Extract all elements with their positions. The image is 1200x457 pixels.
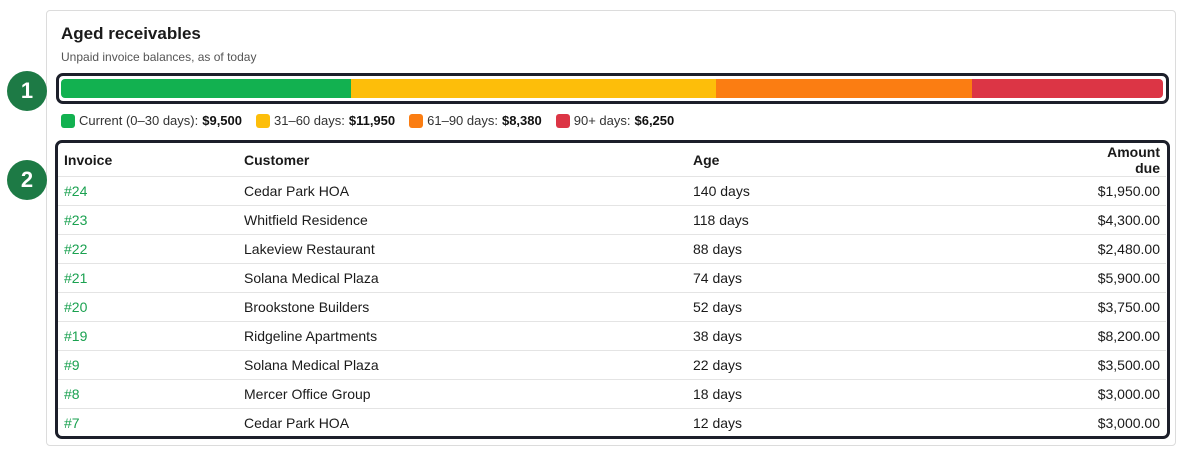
cell: Solana Medical Plaza: [238, 263, 687, 293]
annotation-badge: 1: [7, 71, 47, 111]
invoice-link[interactable]: #20: [64, 299, 88, 315]
legend: Current (0–30 days): $9,500 31–60 days: $11…: [61, 113, 688, 128]
annotation-badge: 2: [7, 160, 47, 200]
table-row: #20 Brookstone Builders 52 days $3,750.00: [58, 292, 1166, 322]
cell: #21: [58, 263, 238, 293]
invoice-link[interactable]: #23: [64, 212, 88, 228]
column-header: Age: [693, 152, 720, 168]
title: Aged receivables: [61, 24, 201, 43]
bar-segment: [61, 79, 352, 98]
cell: 38 days: [687, 321, 1079, 351]
cell: Whitfield Residence: [238, 205, 687, 235]
cell: $3,750.00: [1079, 292, 1166, 322]
cell: Cedar Park HOA: [238, 176, 687, 206]
table-row: #7 Cedar Park HOA 12 days $3,000.00: [58, 408, 1166, 437]
invoice-link[interactable]: #7: [64, 415, 80, 431]
table-row: #22 Lakeview Restaurant 88 days $2,480.00: [58, 234, 1166, 264]
column-header: Customer: [244, 152, 310, 168]
cell: 74 days: [687, 263, 1079, 293]
cell: #19: [58, 321, 238, 351]
legend-swatch: [61, 113, 75, 128]
bar-segment: [351, 79, 717, 98]
invoice-link[interactable]: #8: [64, 386, 80, 402]
invoice-link[interactable]: #22: [64, 241, 88, 257]
cell: Ridgeline Apartments: [238, 321, 687, 351]
cell: #24: [58, 176, 238, 206]
cell: #20: [58, 292, 238, 322]
legend-amount: $11,950: [348, 113, 396, 128]
cell: #22: [58, 234, 238, 264]
cell: Brookstone Builders: [238, 292, 687, 322]
bar-segment: [972, 79, 1163, 98]
legend-swatch: [555, 113, 570, 128]
cell: $1,950.00: [1079, 176, 1166, 206]
table-row: #21 Solana Medical Plaza 74 days $5,900.00: [58, 263, 1166, 293]
cell: $3,000.00: [1079, 408, 1166, 437]
table-row: #8 Mercer Office Group 18 days $3,000.00: [58, 379, 1166, 409]
legend-amount: $8,380: [501, 113, 542, 128]
cell: #9: [58, 350, 238, 380]
cell: 140 days: [687, 176, 1079, 206]
cell: #8: [58, 379, 238, 409]
table-row: #9 Solana Medical Plaza 22 days $3,500.00: [58, 350, 1166, 380]
cell: $3,500.00: [1079, 350, 1166, 380]
legend-swatch: [256, 113, 270, 128]
highlight-box: [56, 73, 1169, 104]
legend-label: 31–60 days:: [274, 113, 345, 128]
subtitle: Unpaid invoice balances, as of today: [61, 50, 257, 64]
cell: 118 days: [687, 205, 1079, 235]
legend-amount: $6,250: [634, 113, 675, 128]
cell: $2,480.00: [1079, 234, 1166, 264]
cell: $4,300.00: [1079, 205, 1166, 235]
legend-item: 61–90 days: $8,380: [409, 113, 542, 128]
legend-swatch: [409, 113, 424, 128]
legend-amount: $9,500: [202, 113, 242, 128]
legend-item: 31–60 days: $11,950: [256, 113, 395, 128]
cell: #7: [58, 408, 238, 437]
cell: Solana Medical Plaza: [238, 350, 687, 380]
cell: 52 days: [687, 292, 1079, 322]
cell: 88 days: [687, 234, 1079, 264]
invoice-link[interactable]: #9: [64, 357, 80, 373]
table-row: #19 Ridgeline Apartments 38 days $8,200.00: [58, 321, 1166, 351]
column-header: Amount due: [1107, 144, 1160, 176]
legend-label: Current (0–30 days):: [79, 113, 199, 128]
invoice-link[interactable]: #19: [64, 328, 88, 344]
aging-bar: [61, 79, 1163, 98]
legend-item: 90+ days: $6,250: [555, 113, 675, 128]
cell: Cedar Park HOA: [238, 408, 687, 437]
cell: Lakeview Restaurant: [238, 234, 687, 264]
invoice-table: Invoice Customer Age Amount due #24 Cedar Par…: [58, 144, 1166, 437]
cell: 22 days: [687, 350, 1079, 380]
highlight-box: [55, 140, 1170, 439]
invoice-link[interactable]: #21: [64, 270, 88, 286]
card: [46, 10, 1176, 446]
bar-segment: [716, 79, 973, 98]
cell: $5,900.00: [1079, 263, 1166, 293]
cell: 18 days: [687, 379, 1079, 409]
cell: $8,200.00: [1079, 321, 1166, 351]
table-row: #23 Whitfield Residence 118 days $4,300.00: [58, 205, 1166, 235]
table-row: #24 Cedar Park HOA 140 days $1,950.00: [58, 176, 1166, 206]
cell: $3,000.00: [1079, 379, 1166, 409]
legend-label: 90+ days:: [573, 113, 631, 128]
column-header: Invoice: [64, 152, 113, 168]
legend-item: Current (0–30 days): $9,500: [61, 113, 242, 128]
cell: 12 days: [687, 408, 1079, 437]
invoice-link[interactable]: #24: [64, 183, 88, 199]
header-row: Invoice Customer Age Amount due: [58, 144, 1166, 177]
cell: #23: [58, 205, 238, 235]
cell: Mercer Office Group: [238, 379, 687, 409]
legend-label: 61–90 days:: [427, 113, 498, 128]
